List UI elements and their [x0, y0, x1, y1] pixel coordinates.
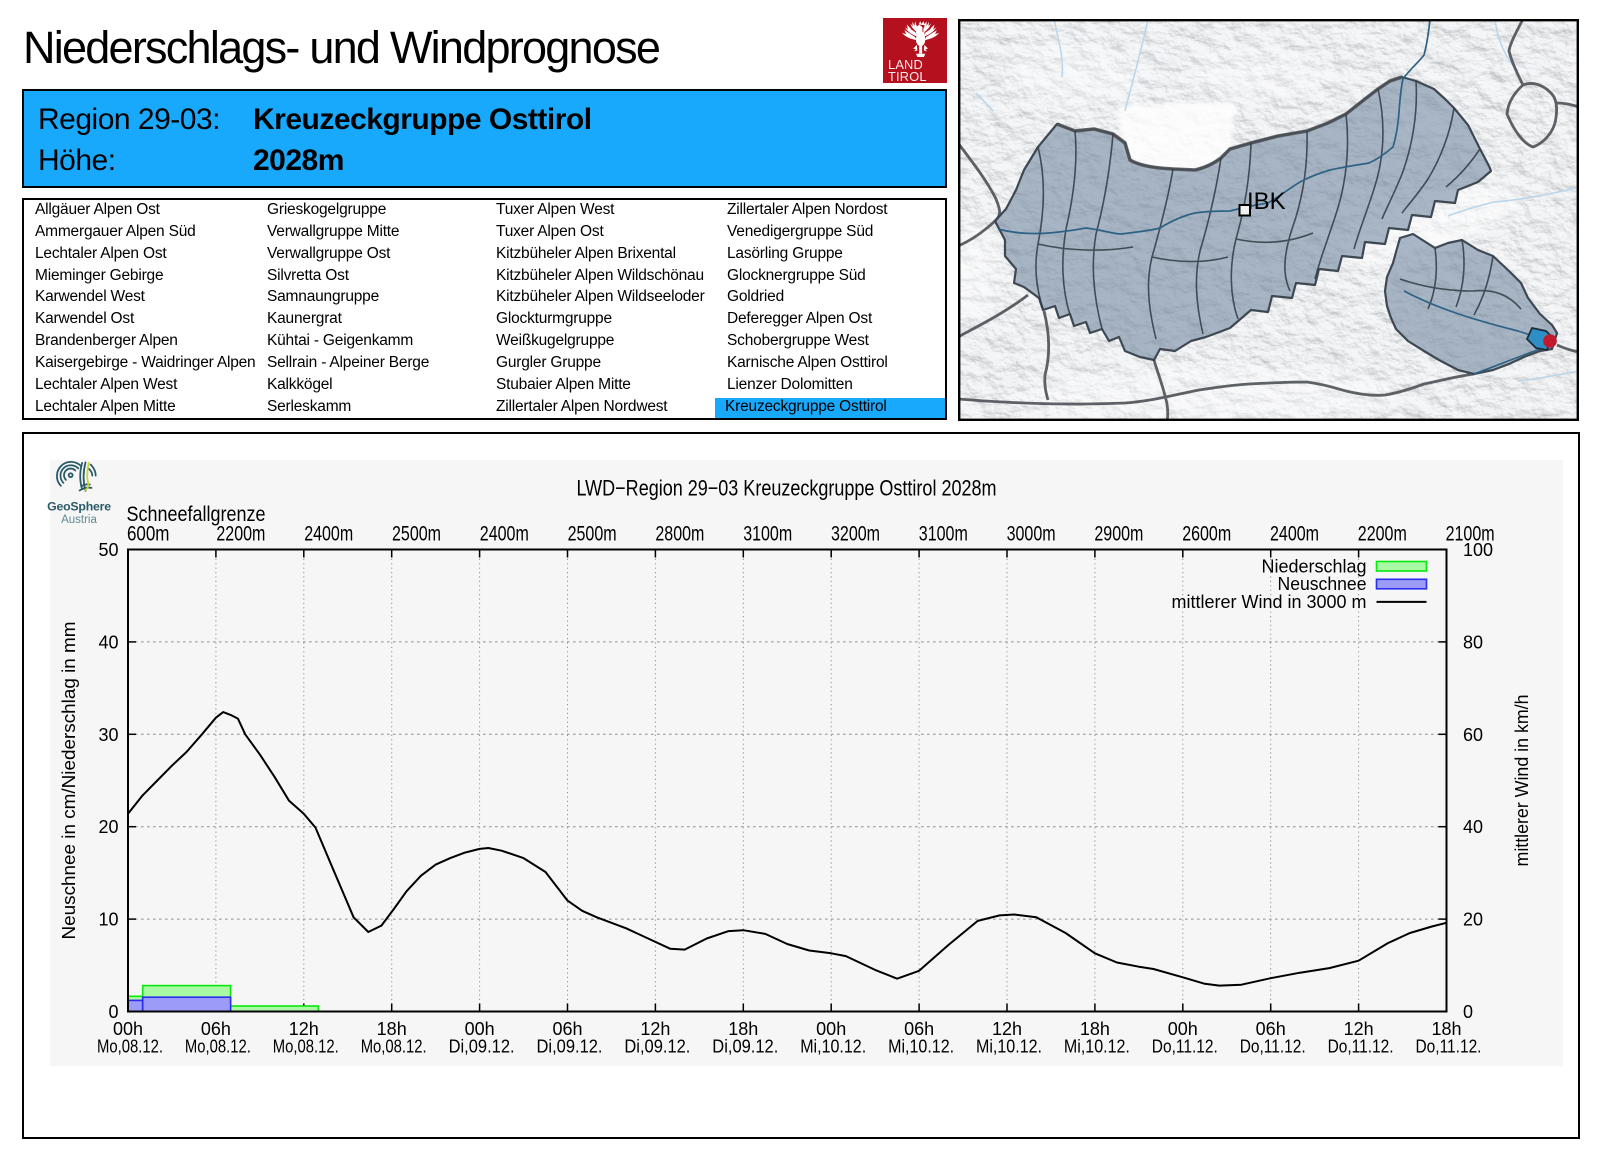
svg-text:Di,09.12.: Di,09.12. [537, 1037, 603, 1057]
svg-text:IBK: IBK [1247, 188, 1286, 215]
svg-text:0: 0 [1463, 1002, 1473, 1022]
svg-text:Mo,08.12.: Mo,08.12. [97, 1037, 163, 1057]
svg-text:3100m: 3100m [919, 522, 968, 546]
svg-text:2200m: 2200m [1358, 522, 1407, 546]
svg-text:TIROL: TIROL [888, 69, 927, 83]
svg-text:600m: 600m [127, 522, 170, 546]
svg-text:Mi,10.12.: Mi,10.12. [1064, 1037, 1130, 1057]
svg-text:18h: 18h [377, 1019, 407, 1039]
svg-text:50: 50 [98, 540, 118, 560]
svg-text:2500m: 2500m [568, 522, 617, 546]
svg-text:12h: 12h [992, 1019, 1022, 1039]
svg-text:12h: 12h [1344, 1019, 1374, 1039]
svg-text:18h: 18h [1080, 1019, 1110, 1039]
svg-text:Di,09.12.: Di,09.12. [624, 1037, 690, 1057]
svg-text:3200m: 3200m [831, 522, 880, 546]
svg-text:3000m: 3000m [1007, 522, 1056, 546]
svg-text:80: 80 [1463, 632, 1483, 652]
svg-text:Austria: Austria [61, 514, 97, 526]
svg-text:20: 20 [98, 817, 118, 837]
svg-text:Mo,08.12.: Mo,08.12. [185, 1037, 251, 1057]
svg-text:Neuschnee: Neuschnee [1278, 574, 1367, 594]
svg-text:40: 40 [98, 632, 118, 652]
svg-text:2400m: 2400m [304, 522, 353, 546]
svg-text:12h: 12h [289, 1019, 319, 1039]
svg-text:60: 60 [1463, 725, 1483, 745]
svg-text:mittlerer Wind in 3000 m: mittlerer Wind in 3000 m [1172, 592, 1367, 612]
svg-text:2500m: 2500m [392, 522, 441, 546]
svg-text:0: 0 [108, 1002, 118, 1022]
svg-text:2800m: 2800m [655, 522, 704, 546]
svg-text:00h: 00h [816, 1019, 846, 1039]
svg-text:30: 30 [98, 725, 118, 745]
svg-text:Neuschnee in cm/Niederschlag i: Neuschnee in cm/Niederschlag in mm [59, 622, 79, 940]
svg-text:18h: 18h [1431, 1019, 1461, 1039]
svg-text:Mo,08.12.: Mo,08.12. [361, 1037, 427, 1057]
svg-text:12h: 12h [640, 1019, 670, 1039]
svg-text:10: 10 [98, 910, 118, 930]
svg-text:40: 40 [1463, 817, 1483, 837]
svg-text:Niederschlag: Niederschlag [1262, 557, 1367, 577]
svg-text:Mi,10.12.: Mi,10.12. [800, 1037, 866, 1057]
svg-text:100: 100 [1463, 540, 1493, 560]
svg-text:20: 20 [1463, 910, 1483, 930]
svg-text:Do,11.12.: Do,11.12. [1416, 1037, 1482, 1057]
svg-text:GeoSphere: GeoSphere [47, 500, 111, 514]
svg-text:06h: 06h [1256, 1019, 1286, 1039]
svg-text:2600m: 2600m [1182, 522, 1231, 546]
svg-text:Schneefallgrenze: Schneefallgrenze [127, 502, 266, 526]
svg-text:2400m: 2400m [480, 522, 529, 546]
svg-text:mittlerer Wind in km/h: mittlerer Wind in km/h [1512, 695, 1532, 867]
svg-text:Do,11.12.: Do,11.12. [1240, 1037, 1306, 1057]
svg-text:06h: 06h [904, 1019, 934, 1039]
svg-text:Do,11.12.: Do,11.12. [1328, 1037, 1394, 1057]
svg-text:2100m: 2100m [1446, 522, 1495, 546]
svg-text:06h: 06h [201, 1019, 231, 1039]
svg-text:00h: 00h [1168, 1019, 1198, 1039]
svg-text:00h: 00h [465, 1019, 495, 1039]
svg-text:06h: 06h [552, 1019, 582, 1039]
svg-text:Mi,10.12.: Mi,10.12. [888, 1037, 954, 1057]
svg-text:2400m: 2400m [1270, 522, 1319, 546]
svg-text:Di,09.12.: Di,09.12. [712, 1037, 778, 1057]
svg-text:Di,09.12.: Di,09.12. [449, 1037, 515, 1057]
svg-text:LWD−Region 29−03 Kreuzeckgrupp: LWD−Region 29−03 Kreuzeckgruppe Osttirol… [577, 476, 997, 501]
svg-text:18h: 18h [728, 1019, 758, 1039]
svg-text:Mi,10.12.: Mi,10.12. [976, 1037, 1042, 1057]
svg-text:2200m: 2200m [216, 522, 265, 546]
svg-text:Do,11.12.: Do,11.12. [1152, 1037, 1218, 1057]
svg-text:Mo,08.12.: Mo,08.12. [273, 1037, 339, 1057]
svg-text:2900m: 2900m [1094, 522, 1143, 546]
svg-text:LAND: LAND [888, 57, 923, 72]
svg-text:3100m: 3100m [743, 522, 792, 546]
svg-text:00h: 00h [113, 1019, 143, 1039]
